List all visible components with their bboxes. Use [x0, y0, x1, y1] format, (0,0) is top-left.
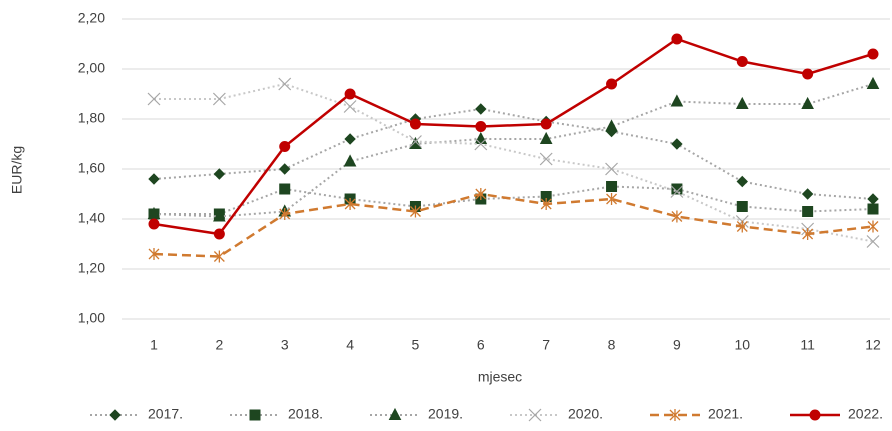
x-tick-label: 3 [281, 337, 289, 353]
marker [606, 78, 618, 90]
y-tick-label: 2,00 [78, 60, 105, 76]
y-tick-label: 2,20 [78, 10, 105, 26]
marker [343, 100, 357, 113]
x-tick-label: 7 [542, 337, 550, 353]
marker [671, 33, 683, 45]
legend-label: 2017. [148, 406, 183, 422]
y-tick-label: 1,40 [78, 210, 105, 226]
marker [278, 77, 292, 91]
legend-label: 2020. [568, 406, 603, 422]
marker [802, 68, 814, 80]
marker [866, 76, 880, 89]
marker [148, 173, 160, 185]
marker [475, 188, 487, 200]
y-tick-label: 1,80 [78, 110, 105, 126]
marker [409, 136, 422, 149]
marker [148, 218, 160, 230]
x-tick-label: 8 [608, 337, 616, 353]
marker [605, 162, 618, 176]
marker [736, 56, 748, 67]
x-tick-label: 10 [734, 337, 750, 353]
marker [671, 183, 683, 195]
x-tick-label: 2 [215, 337, 223, 353]
legend-label: 2021. [708, 406, 743, 422]
marker [212, 92, 226, 106]
y-tick-label: 1,20 [78, 260, 105, 276]
y-axis-title: EUR/kg [9, 146, 25, 194]
marker [736, 175, 748, 188]
legend-label: 2022. [848, 406, 883, 422]
marker [670, 94, 684, 107]
marker [279, 163, 291, 175]
marker [670, 185, 684, 198]
marker [540, 198, 552, 210]
x-tick-label: 6 [477, 337, 485, 353]
marker [736, 220, 748, 233]
marker [213, 250, 225, 263]
marker [802, 228, 814, 240]
marker [539, 131, 553, 144]
series-line [154, 185, 874, 215]
marker [409, 205, 421, 218]
marker [539, 152, 553, 166]
series-line [153, 192, 874, 258]
x-tick-label: 4 [346, 337, 354, 353]
marker [475, 103, 487, 115]
marker [148, 248, 160, 260]
y-tick-label: 1,60 [78, 160, 105, 176]
marker [606, 181, 618, 192]
marker [866, 235, 880, 248]
x-tick-label: 5 [412, 337, 420, 353]
legend-marker [528, 408, 542, 422]
x-tick-label: 1 [150, 337, 158, 353]
legend-marker [109, 409, 121, 421]
legend-marker [669, 409, 681, 421]
x-tick-label: 11 [800, 337, 815, 353]
marker [475, 121, 487, 132]
marker [409, 135, 422, 148]
marker [409, 118, 421, 130]
marker [867, 220, 879, 233]
legend-label: 2018. [288, 406, 323, 422]
marker [213, 168, 226, 180]
marker [344, 133, 356, 145]
marker [605, 119, 618, 132]
legend-marker [809, 409, 821, 421]
marker [147, 92, 161, 106]
marker [606, 193, 618, 205]
marker [867, 203, 879, 215]
marker [474, 137, 488, 151]
marker [671, 138, 683, 150]
marker [867, 193, 879, 205]
series-line [154, 82, 874, 243]
legend-marker [249, 409, 261, 421]
series-line [153, 107, 874, 200]
x-tick-label: 9 [673, 337, 681, 353]
x-tick-label: 12 [865, 337, 881, 353]
marker [279, 208, 291, 220]
marker [344, 198, 356, 210]
marker [801, 188, 814, 200]
legend-marker [388, 407, 402, 420]
marker [801, 96, 814, 109]
marker [802, 206, 814, 217]
marker [735, 96, 749, 109]
series-line [153, 83, 874, 218]
marker [343, 154, 357, 167]
legend-label: 2019. [428, 406, 463, 422]
marker [540, 118, 552, 130]
marker [213, 228, 225, 240]
series-line [153, 37, 874, 236]
marker [344, 88, 356, 100]
marker [279, 141, 291, 152]
marker [867, 48, 879, 60]
marker [671, 210, 683, 223]
x-axis-title: mjesec [478, 369, 522, 385]
marker [213, 209, 226, 222]
marker [279, 183, 291, 195]
marker [736, 201, 748, 212]
y-tick-label: 1,00 [78, 310, 105, 326]
